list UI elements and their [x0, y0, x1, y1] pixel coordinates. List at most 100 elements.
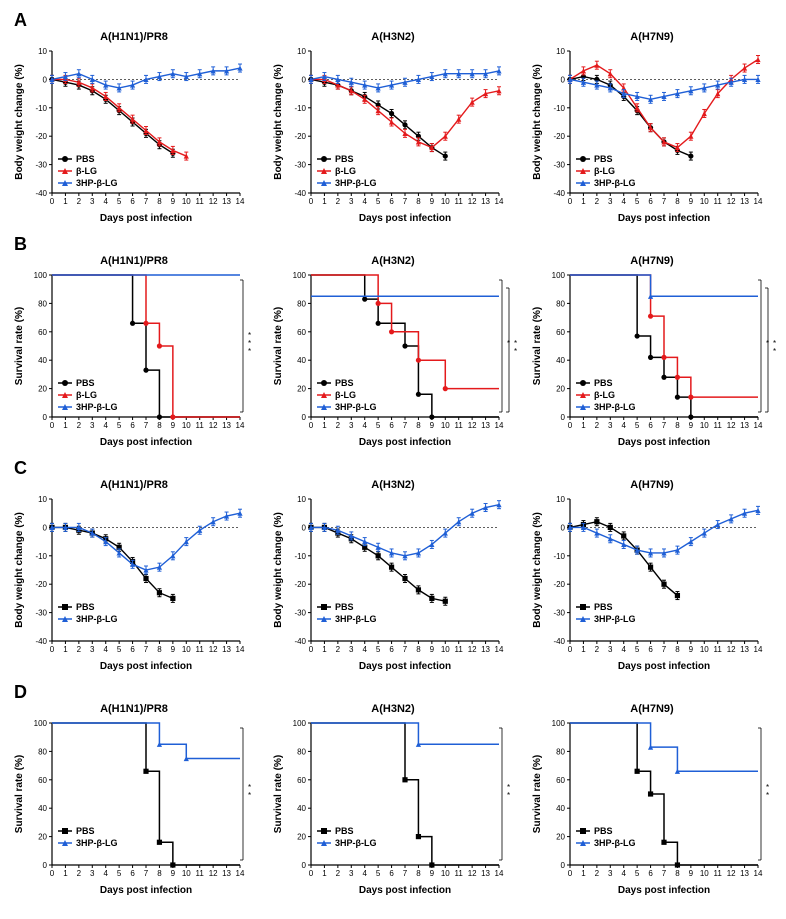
svg-text:3HP-β-LG: 3HP-β-LG [594, 838, 636, 848]
svg-text:11: 11 [455, 197, 464, 206]
svg-text:-10: -10 [294, 104, 306, 113]
svg-text:11: 11 [196, 869, 205, 878]
svg-text:60: 60 [38, 328, 47, 337]
svg-text:80: 80 [38, 299, 47, 308]
svg-text:4: 4 [621, 421, 626, 430]
chart-title: A(H1N1)/PR8 [10, 703, 258, 715]
bodyweight-chart: -40-30-20-1001001234567891011121314Body … [528, 45, 776, 225]
svg-text:-40: -40 [35, 637, 47, 646]
svg-text:12: 12 [209, 421, 218, 430]
svg-text:PBS: PBS [594, 602, 613, 612]
svg-text:-40: -40 [294, 189, 306, 198]
svg-text:-40: -40 [553, 189, 565, 198]
svg-text:11: 11 [196, 421, 205, 430]
svg-text:80: 80 [38, 747, 47, 756]
survival-chart: 02040608010001234567891011121314Survival… [269, 269, 517, 449]
svg-text:Survival rate (%): Survival rate (%) [273, 307, 284, 385]
svg-text:4: 4 [362, 869, 367, 878]
svg-text:Days post infection: Days post infection [618, 661, 710, 672]
svg-text:20: 20 [556, 385, 565, 394]
svg-text:1: 1 [63, 421, 68, 430]
svg-text:5: 5 [117, 645, 122, 654]
svg-text:6: 6 [389, 869, 394, 878]
panel-label-C: C [10, 458, 776, 479]
svg-text:12: 12 [209, 869, 218, 878]
svg-text:20: 20 [38, 385, 47, 394]
svg-text:1: 1 [322, 645, 327, 654]
svg-text:β-LG: β-LG [594, 390, 615, 400]
svg-text:9: 9 [689, 645, 694, 654]
svg-text:7: 7 [403, 645, 408, 654]
svg-text:7: 7 [662, 869, 667, 878]
svg-text:9: 9 [171, 869, 176, 878]
svg-text:9: 9 [430, 869, 435, 878]
svg-text:-30: -30 [553, 161, 565, 170]
svg-text:0: 0 [50, 197, 55, 206]
svg-text:1: 1 [581, 645, 586, 654]
svg-text:-30: -30 [294, 609, 306, 618]
svg-text:20: 20 [38, 833, 47, 842]
svg-text:Body weight change (%): Body weight change (%) [14, 512, 25, 628]
chart-title: A(H7N9) [528, 31, 776, 43]
svg-text:PBS: PBS [335, 154, 354, 164]
bodyweight-chart: -40-30-20-1001001234567891011121314Body … [10, 45, 258, 225]
panel-A: A A(H1N1)/PR8 -40-30-20-1001001234567891… [10, 10, 776, 226]
chart-wrapper: A(H7N9) -40-30-20-1001001234567891011121… [528, 31, 776, 226]
svg-text:4: 4 [103, 645, 108, 654]
svg-text:4: 4 [362, 197, 367, 206]
svg-text:3: 3 [349, 197, 354, 206]
svg-text:14: 14 [495, 645, 504, 654]
svg-text:7: 7 [403, 869, 408, 878]
svg-text:8: 8 [675, 197, 680, 206]
svg-text:8: 8 [157, 197, 162, 206]
svg-text:9: 9 [430, 421, 435, 430]
svg-text:Days post infection: Days post infection [100, 437, 192, 448]
svg-text:β-LG: β-LG [76, 166, 97, 176]
svg-text:-10: -10 [553, 552, 565, 561]
svg-text:Days post infection: Days post infection [100, 213, 192, 224]
svg-text:2: 2 [336, 197, 341, 206]
svg-text:11: 11 [196, 645, 205, 654]
svg-text:14: 14 [754, 645, 763, 654]
svg-text:10: 10 [556, 47, 565, 56]
svg-text:6: 6 [130, 869, 135, 878]
svg-text:0: 0 [309, 645, 314, 654]
svg-text:10: 10 [441, 869, 450, 878]
panel-D: D A(H1N1)/PR8 02040608010001234567891011… [10, 682, 776, 898]
svg-text:3: 3 [349, 869, 354, 878]
svg-text:-40: -40 [35, 189, 47, 198]
chart-title: A(H1N1)/PR8 [10, 479, 258, 491]
svg-text:5: 5 [117, 421, 122, 430]
svg-text:Days post infection: Days post infection [359, 885, 451, 896]
svg-text:-20: -20 [553, 132, 565, 141]
svg-text:3: 3 [90, 197, 95, 206]
svg-text:13: 13 [481, 197, 490, 206]
panel-B: B A(H1N1)/PR8 02040608010001234567891011… [10, 234, 776, 450]
svg-text:1: 1 [63, 197, 68, 206]
svg-text:-40: -40 [553, 637, 565, 646]
chart-title: A(H7N9) [528, 703, 776, 715]
svg-text:12: 12 [468, 197, 477, 206]
svg-text:60: 60 [38, 776, 47, 785]
svg-text:0: 0 [43, 861, 48, 870]
svg-text:PBS: PBS [76, 826, 95, 836]
svg-text:0: 0 [302, 861, 307, 870]
svg-text:6: 6 [648, 421, 653, 430]
svg-text:10: 10 [700, 421, 709, 430]
svg-text:4: 4 [362, 421, 367, 430]
svg-text:20: 20 [297, 833, 306, 842]
svg-text:11: 11 [714, 869, 723, 878]
svg-text:10: 10 [700, 869, 709, 878]
svg-text:0: 0 [561, 413, 566, 422]
svg-text:7: 7 [144, 197, 149, 206]
svg-text:10: 10 [38, 495, 47, 504]
svg-text:2: 2 [77, 869, 82, 878]
svg-text:PBS: PBS [335, 826, 354, 836]
svg-text:4: 4 [103, 869, 108, 878]
svg-text:7: 7 [144, 645, 149, 654]
svg-text:10: 10 [556, 495, 565, 504]
svg-text:*: * [773, 347, 776, 356]
svg-text:6: 6 [648, 869, 653, 878]
svg-text:Body weight change (%): Body weight change (%) [532, 512, 543, 628]
survival-chart: 02040608010001234567891011121314Survival… [10, 717, 258, 897]
